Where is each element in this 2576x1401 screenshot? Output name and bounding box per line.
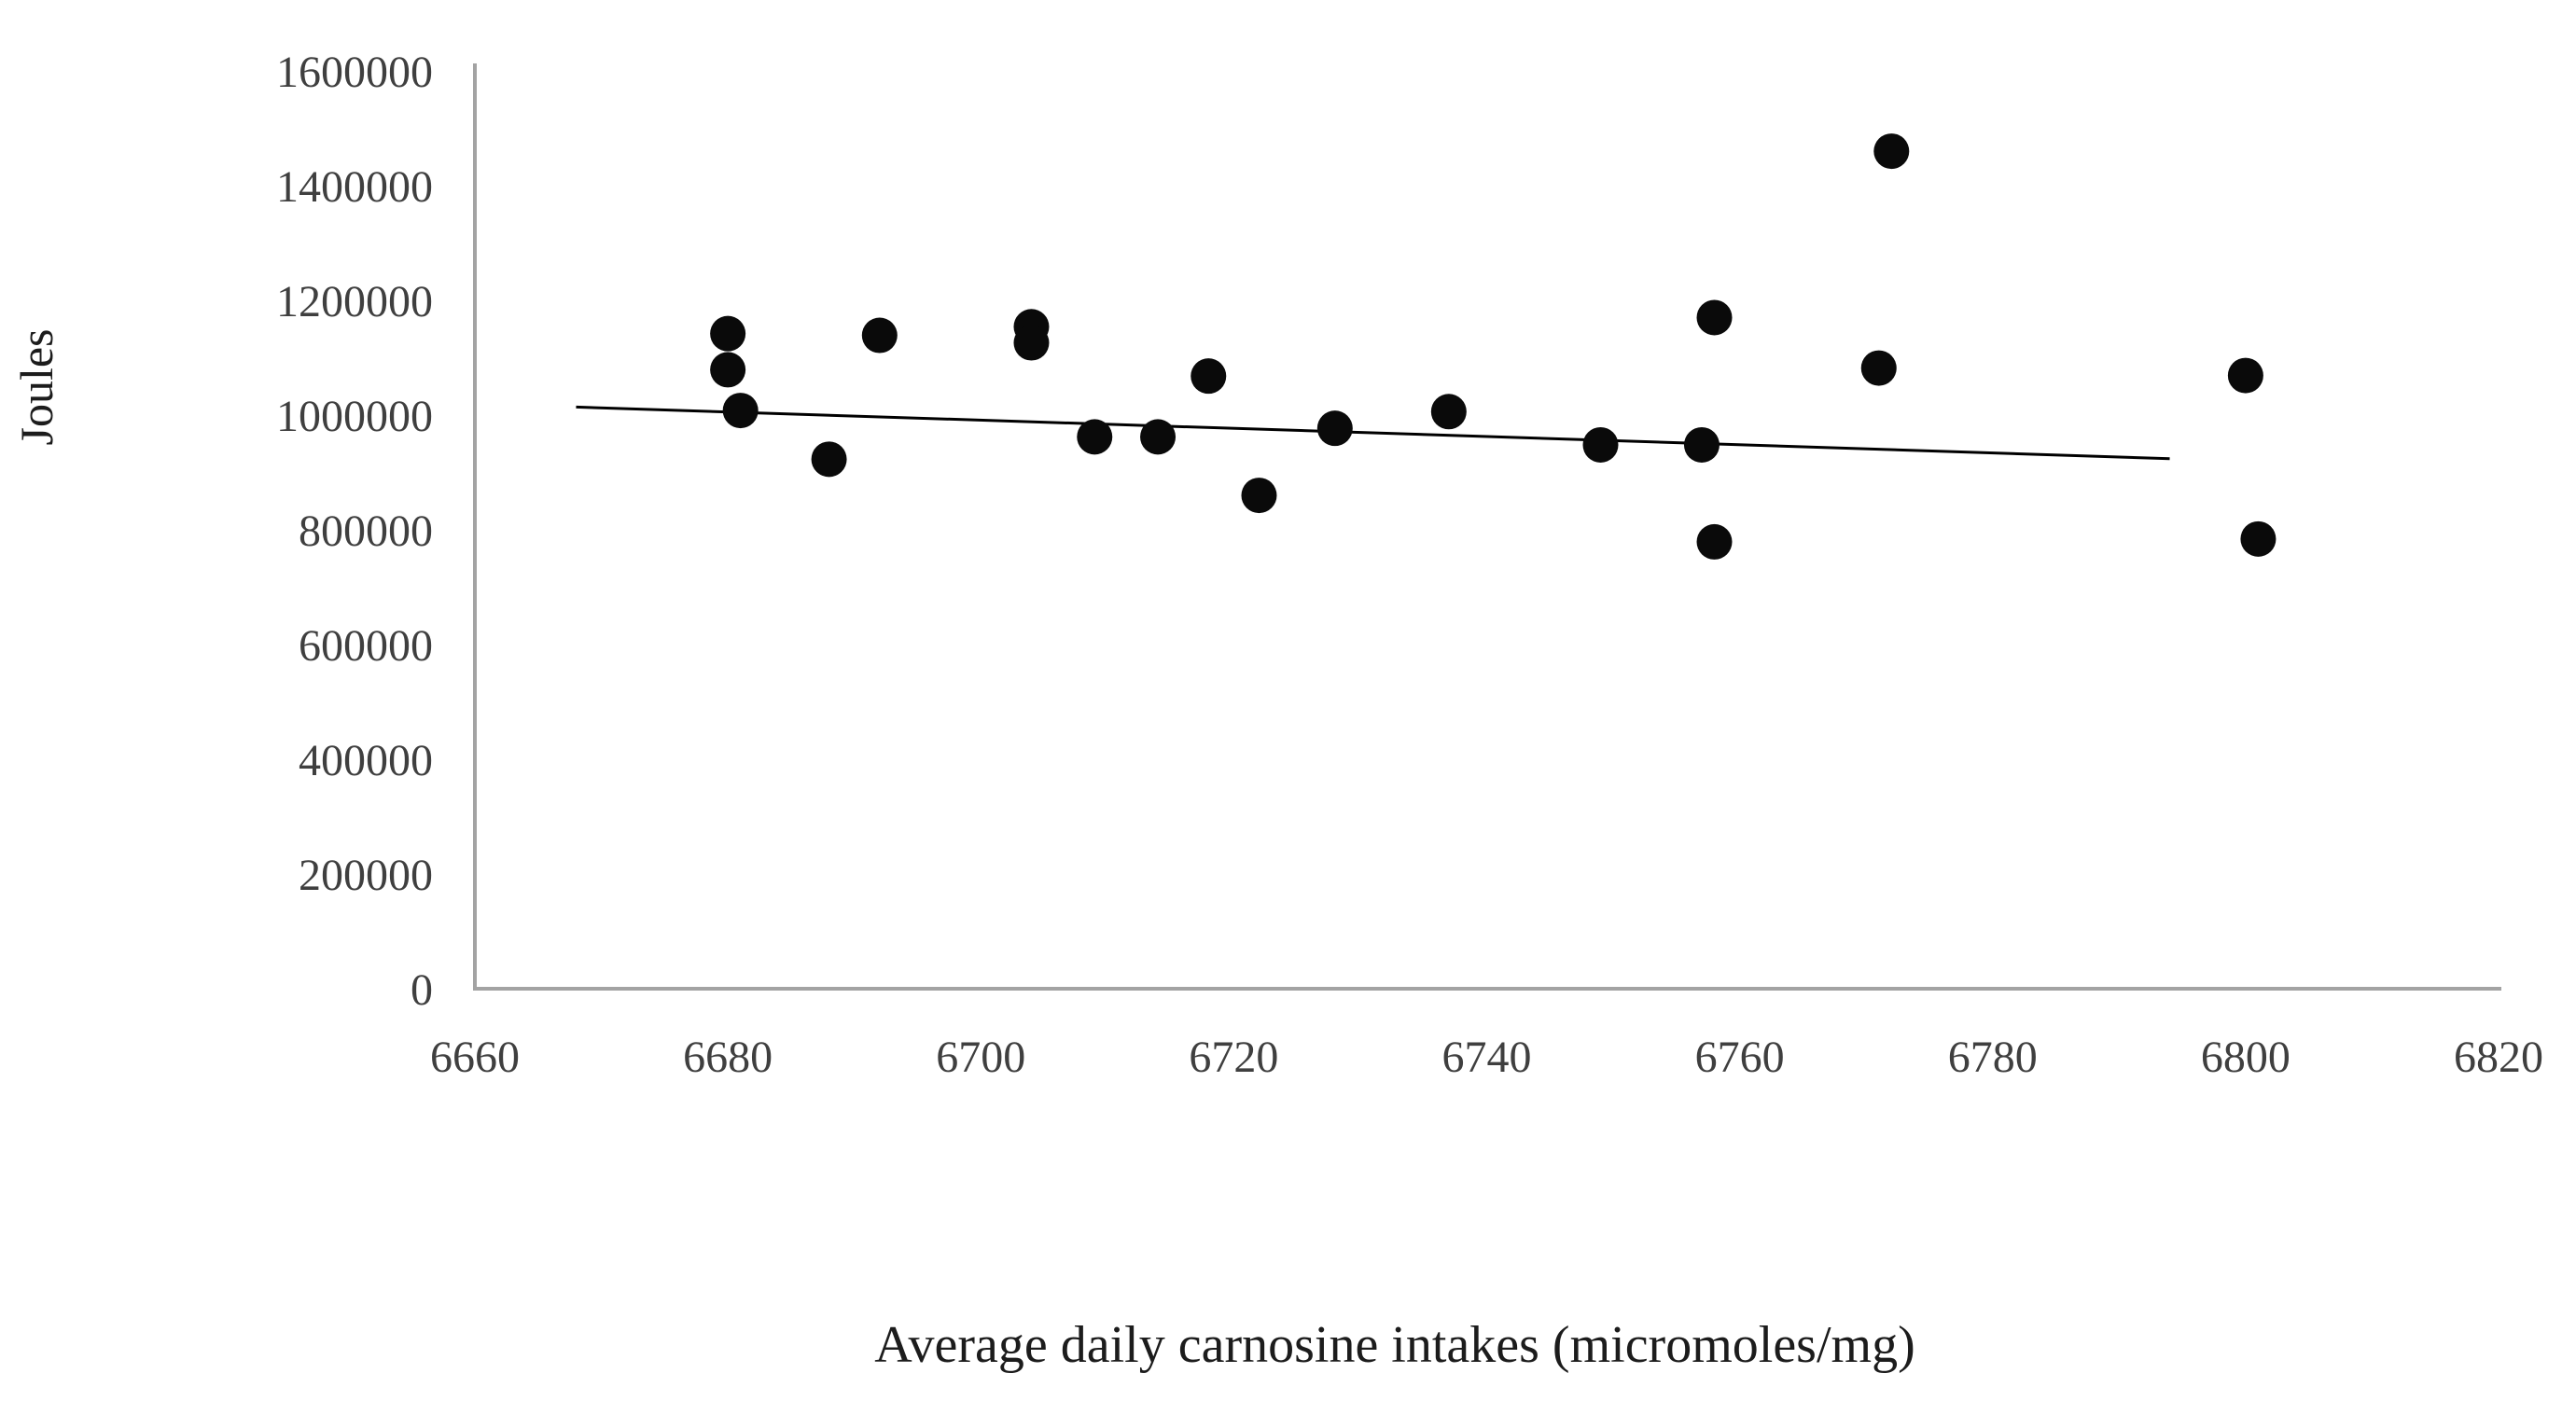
data-point <box>1140 419 1177 455</box>
data-point <box>1683 426 1720 463</box>
x-axis-tick-label: 6720 <box>1189 1033 1278 1082</box>
y-axis-tick-label: 200000 <box>299 851 433 900</box>
y-axis-tick-label: 800000 <box>299 506 433 556</box>
data-point <box>1696 523 1733 560</box>
data-point <box>1873 133 1910 170</box>
x-axis-title: Average daily carnosine intakes (micromo… <box>874 1316 1915 1374</box>
y-axis-tick-label: 1200000 <box>276 277 433 326</box>
data-point <box>1191 358 1227 395</box>
data-point <box>1430 394 1467 430</box>
x-axis-tick-label: 6760 <box>1695 1033 1785 1082</box>
data-point <box>1696 299 1733 336</box>
y-axis-tick-label: 400000 <box>299 736 433 785</box>
data-point <box>1582 426 1619 463</box>
data-point <box>722 393 759 429</box>
data-point <box>710 315 746 352</box>
y-axis-tick-label: 1600000 <box>276 48 433 97</box>
data-point <box>1316 410 1353 447</box>
x-axis-tick-label: 6740 <box>1442 1033 1532 1082</box>
data-point <box>811 441 847 478</box>
x-axis-tick-label: 6680 <box>683 1033 773 1082</box>
data-point <box>1241 478 1277 514</box>
x-axis-tick-label: 6660 <box>430 1033 520 1082</box>
x-axis-tick-label: 6800 <box>2201 1033 2291 1082</box>
data-point <box>710 352 746 388</box>
data-point <box>1077 419 1113 455</box>
y-axis-tick-label: 600000 <box>299 621 433 671</box>
y-axis-tick-label: 0 <box>411 965 433 1015</box>
x-axis-tick-label: 6780 <box>1948 1033 2038 1082</box>
y-axis-tick-label: 1400000 <box>276 162 433 212</box>
x-axis-tick-label: 6700 <box>936 1033 1025 1082</box>
data-point <box>2227 357 2263 394</box>
data-point <box>2240 520 2277 557</box>
data-point <box>861 317 898 354</box>
axes-layer <box>473 63 2501 991</box>
y-axis-title: Joules <box>10 329 63 446</box>
data-point <box>1860 350 1897 386</box>
tick-labels-layer: 0 200000 400000 600000 800000 1000000 1200000 1… <box>276 48 2543 1082</box>
y-axis-tick-label: 1000000 <box>276 392 433 441</box>
data-point <box>1013 325 1050 361</box>
x-axis-tick-label: 6820 <box>2454 1033 2543 1082</box>
data-series-layer <box>576 133 2277 560</box>
trend-line <box>576 405 2170 461</box>
